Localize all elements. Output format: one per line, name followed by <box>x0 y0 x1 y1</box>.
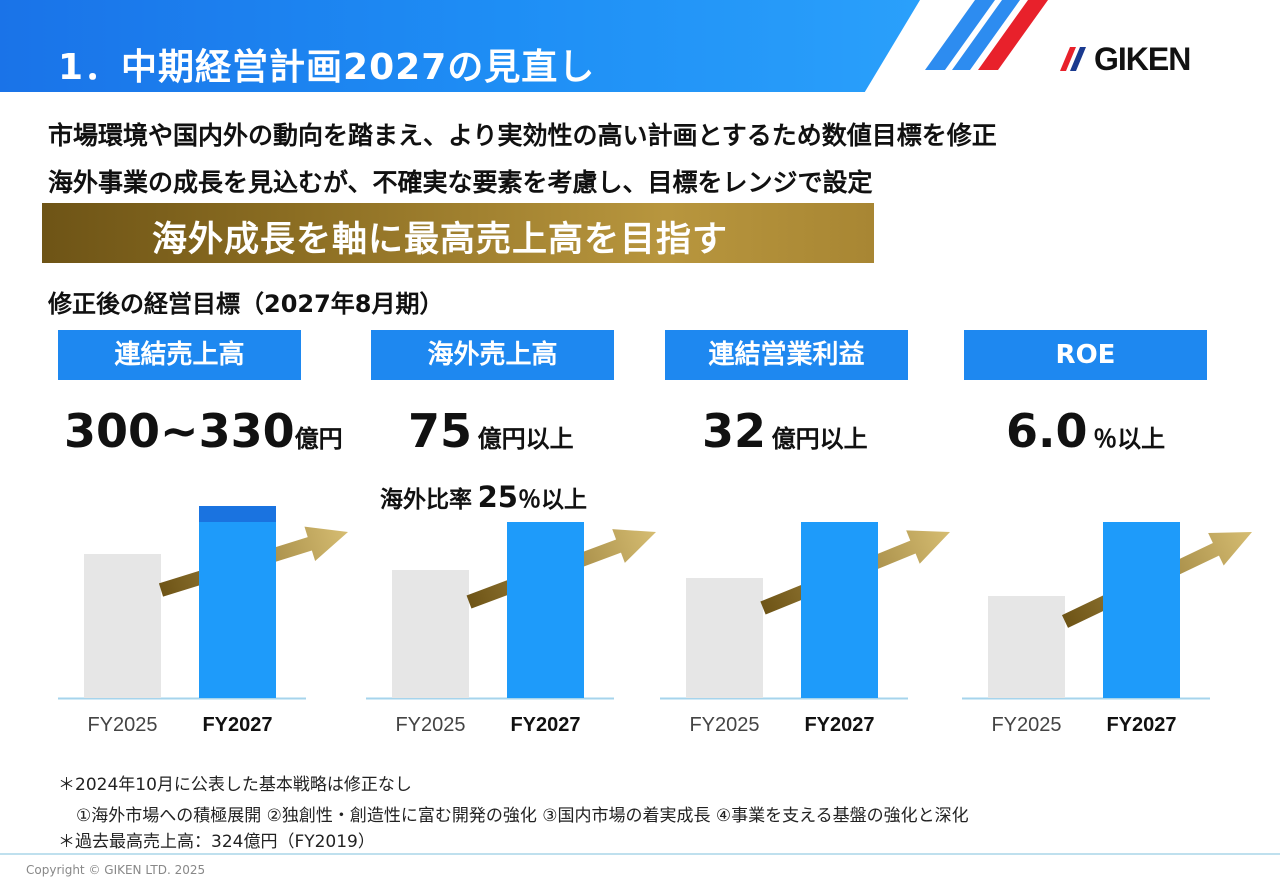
kpi-unit: 億円以上 <box>771 425 868 453</box>
chart-sales: FY2025 FY2027 <box>58 506 348 736</box>
bar-fy2027 <box>199 522 276 698</box>
chart-overseas-sales: FY2025 FY2027 <box>366 522 656 736</box>
kpi-value-sales: 300~330億円 <box>64 404 343 458</box>
category-label-fy2027: FY2027 <box>1106 714 1176 736</box>
kpi-number: 75 <box>408 404 473 458</box>
lead-line-2: 海外事業の成長を見込むが、不確実な要素を考慮し、目標をレンジで設定 <box>48 168 873 197</box>
bar-fy2025 <box>84 554 161 698</box>
bar-fy2025 <box>686 578 763 698</box>
category-label-fy2025: FY2025 <box>395 714 465 736</box>
bar-fy2027 <box>507 522 584 698</box>
category-label-fy2027: FY2027 <box>804 714 874 736</box>
footer-divider <box>0 853 1280 855</box>
kpi-header-operating-profit: 連結営業利益 <box>665 330 908 380</box>
logo-mark-icon <box>1060 47 1086 71</box>
overseas-ratio-unit: ％以上 <box>517 487 587 513</box>
category-label-fy2027: FY2027 <box>202 714 272 736</box>
chart-operating-profit: FY2025 FY2027 <box>660 522 951 736</box>
banner-text: 海外成長を軸に最高売上高を目指す <box>152 220 729 260</box>
bar-fy2027-range <box>199 506 276 522</box>
category-label-fy2027: FY2027 <box>510 714 580 736</box>
kpi-number: 6.0 <box>1006 404 1088 458</box>
kpi-value-overseas-sales: 75 億円以上 <box>408 404 574 458</box>
kpi-number: 32 <box>702 404 767 458</box>
kpi-header-overseas-sales: 海外売上高 <box>371 330 614 380</box>
logo-text: GIKEN <box>1094 41 1191 77</box>
bar-fy2027 <box>801 522 878 698</box>
kpi-header-sales: 連結売上高 <box>58 330 301 380</box>
chart-roe: FY2025 FY2027 <box>962 522 1253 736</box>
copyright: Copyright © GIKEN LTD. 2025 <box>26 863 206 877</box>
bar-fy2025 <box>392 570 469 698</box>
lead-line-1: 市場環境や国内外の動向を踏まえ、より実効性の高い計画とするため数値目標を修正 <box>48 121 997 150</box>
overseas-ratio-label: 海外比率 <box>380 487 472 513</box>
header-band <box>0 0 920 92</box>
targets-title: 修正後の経営目標（2027年8月期） <box>48 290 444 318</box>
kpi-value-roe: 6.0 ％以上 <box>1006 404 1165 458</box>
note-strategy-items: ①海外市場への積極展開 ②独創性・創造性に富む開発の強化 ③国内市場の着実成長 … <box>76 806 969 826</box>
category-label-fy2025: FY2025 <box>87 714 157 736</box>
bar-fy2027 <box>1103 522 1180 698</box>
giken-logo: GIKEN <box>1058 41 1191 77</box>
kpi-value-operating-profit: 32 億円以上 <box>702 404 868 458</box>
overseas-ratio-value: 25 <box>477 480 518 514</box>
kpi-number: 300~330 <box>64 404 295 458</box>
note-strategy: ＊2024年10月に公表した基本戦略は修正なし <box>58 775 412 795</box>
kpi-unit: 億円以上 <box>477 425 574 453</box>
decorative-stripes <box>925 0 1048 70</box>
gold-banner: 海外成長を軸に最高売上高を目指す <box>42 203 874 263</box>
category-label-fy2025: FY2025 <box>689 714 759 736</box>
bar-fy2025 <box>988 596 1065 698</box>
note-record-sales: ＊過去最高売上高：324億円（FY2019） <box>58 832 375 852</box>
kpi-unit: 億円 <box>294 425 343 453</box>
kpi-header-roe: ROE <box>964 330 1207 380</box>
kpi-unit: ％以上 <box>1093 425 1166 453</box>
category-label-fy2025: FY2025 <box>991 714 1061 736</box>
page-title: 1．中期経営計画2027の見直し <box>58 47 596 88</box>
overseas-ratio: 海外比率 25％以上 <box>380 480 587 514</box>
